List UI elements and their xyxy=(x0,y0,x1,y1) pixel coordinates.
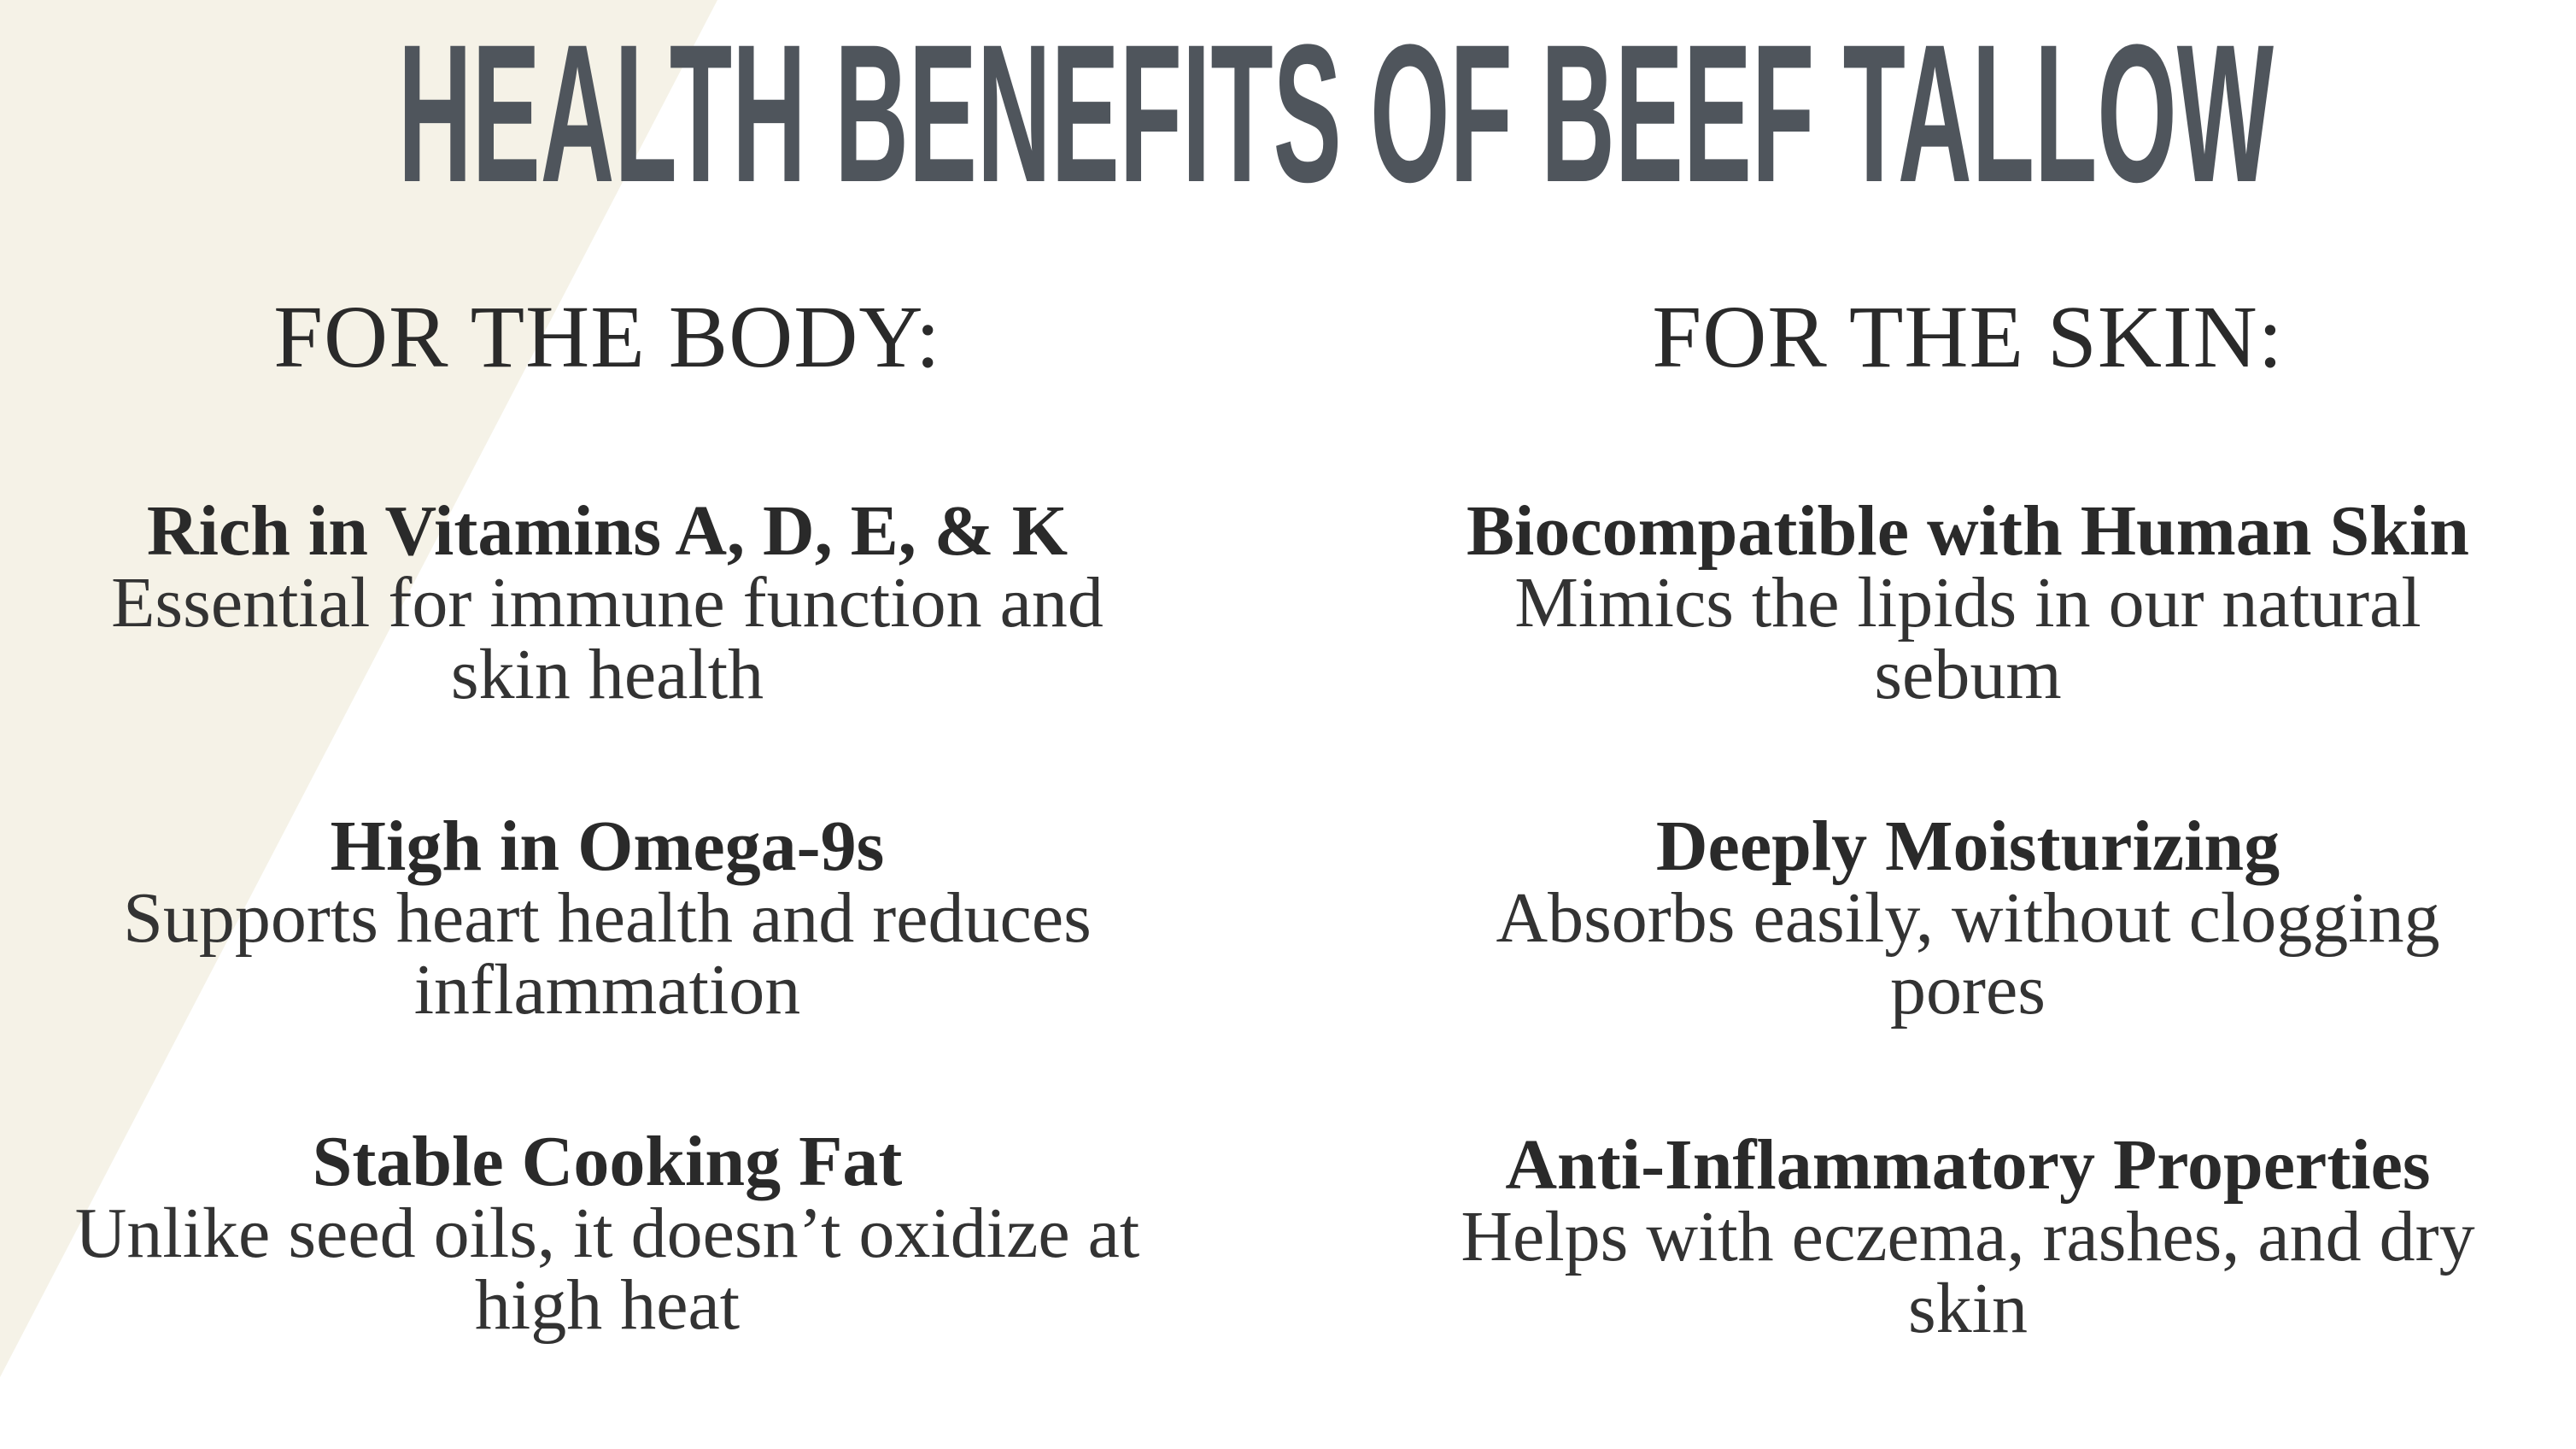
benefit-description: pores xyxy=(1890,950,2046,1030)
benefit-description: high heat xyxy=(474,1265,741,1345)
benefit-description: skin health xyxy=(450,635,764,714)
benefit-description: sebum xyxy=(1874,635,2062,714)
benefit-description: Supports heart health and reduces xyxy=(123,878,1092,958)
benefit-description: inflammation xyxy=(413,950,801,1030)
benefit-description: Essential for immune function and xyxy=(111,563,1104,642)
benefit-description: Unlike seed oils, it doesn’t oxidize at xyxy=(74,1194,1140,1273)
background-shape xyxy=(0,0,717,1377)
benefit-description: Helps with eczema, rashes, and dry xyxy=(1461,1197,2475,1276)
benefit-title: Stable Cooking Fat xyxy=(312,1122,903,1201)
benefit-description: Absorbs easily, without clogging xyxy=(1496,878,2440,958)
benefit-title: Biocompatible with Human Skin xyxy=(1467,491,2469,571)
benefit-description: skin xyxy=(1907,1269,2029,1348)
column-heading: FOR THE BODY: xyxy=(273,288,941,386)
column-heading: FOR THE SKIN: xyxy=(1652,288,2284,386)
benefit-title: High in Omega-9s xyxy=(330,807,885,886)
benefit-title: Rich in Vitamins A, D, E, & K xyxy=(146,491,1068,571)
benefit-title: Anti-Inflammatory Properties xyxy=(1505,1125,2431,1205)
benefit-description: Mimics the lipids in our natural xyxy=(1514,563,2421,642)
benefit-title: Deeply Moisturizing xyxy=(1655,807,2280,886)
page-title: HEALTH BENEFITS OF BEEF TALLOW xyxy=(398,3,2274,223)
